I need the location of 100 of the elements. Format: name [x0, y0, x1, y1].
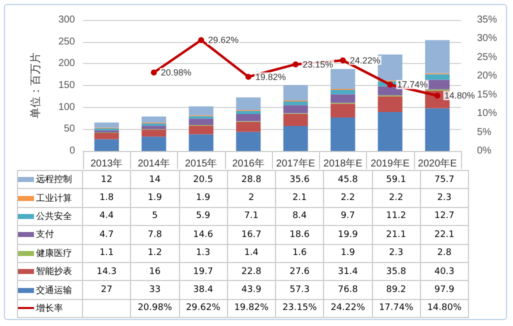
data-label: 2.2	[372, 188, 420, 208]
y2-tick-label: 25%	[477, 52, 498, 63]
x-tick-label: 2017年E	[276, 158, 316, 170]
y-tick-label: 250	[58, 36, 76, 48]
data-label: 1.2	[130, 244, 179, 262]
x-tick-label: 2016年	[232, 158, 264, 170]
text: 14.80%	[444, 90, 475, 101]
data-label: 16	[130, 262, 179, 281]
y-tick-label: 200	[58, 58, 76, 70]
data-label: 1.8	[82, 188, 131, 208]
data-label: 89.2	[372, 280, 420, 300]
data-label: 27	[82, 280, 131, 300]
x-tick-label: 2013年	[90, 158, 123, 170]
data-label: 14	[130, 170, 179, 189]
data-label: 59.1	[372, 170, 420, 189]
data-label: 76.8	[324, 280, 372, 300]
y-axis-title: 单位：百万片	[29, 52, 42, 118]
data-label: 19.7	[179, 262, 228, 281]
data-label: 2	[227, 188, 276, 208]
data-label: 2.8	[420, 244, 468, 262]
data-label: 28.8	[227, 170, 276, 189]
data-label: 27.6	[276, 262, 324, 281]
text: 17.74%	[397, 80, 428, 90]
y2-tick-label: 30%	[477, 33, 498, 44]
data-label: 14.80%	[420, 299, 468, 318]
data-label: 4.4	[82, 207, 131, 226]
data-label: 4.7	[82, 226, 131, 244]
data-label: 38.4	[179, 280, 228, 300]
data-label: 5.9	[179, 207, 228, 226]
data-label: 2.2	[324, 188, 372, 208]
data-label: 97.9	[420, 280, 468, 300]
data-label: 18.6	[276, 226, 324, 244]
data-label: 57.3	[276, 280, 324, 300]
text: 19.82%	[255, 72, 286, 82]
data-label: 12	[82, 170, 131, 189]
data-label: 12.7	[420, 207, 468, 226]
data-label: 19.82%	[227, 299, 276, 318]
data-label: 1.9	[130, 188, 179, 208]
data-label: 17.74%	[372, 299, 420, 318]
text: 20.98%	[160, 67, 192, 78]
y2-tick-label: 5%	[477, 126, 492, 138]
text: 24.22%	[350, 55, 380, 66]
data-label: 35.6	[276, 170, 324, 189]
x-tick-label: 2020年E	[418, 158, 458, 170]
data-label: 16.7	[227, 226, 276, 244]
data-label: 43.9	[227, 280, 276, 300]
legend-label: 远程控制	[18, 170, 82, 189]
y-tick-label: 50	[64, 124, 76, 135]
data-label: 1.4	[227, 244, 276, 262]
data-label: 22.1	[420, 226, 468, 244]
y-tick-label: 300	[58, 14, 76, 26]
x-tick-label: 2018年E	[323, 158, 363, 170]
data-label: 2.3	[420, 188, 468, 208]
data-label: 14.6	[179, 226, 228, 244]
legend-label: 健康医疗	[18, 244, 82, 262]
y-tick-label: 100	[58, 102, 76, 113]
data-label: 7.8	[130, 226, 179, 244]
data-label: 1.9	[179, 188, 228, 208]
data-label: 75.7	[420, 170, 468, 189]
legend-label: 工业计算	[18, 188, 82, 208]
data-label: 31.4	[324, 262, 372, 281]
y2-tick-label: 35%	[477, 14, 498, 26]
data-label: 14.3	[82, 262, 131, 281]
data-label: 1.3	[179, 244, 228, 262]
legend-label: 交通运输	[18, 280, 82, 300]
data-label: 24.22%	[324, 299, 372, 318]
x-tick-label: 2014年	[138, 158, 170, 170]
data-label: 40.3	[420, 262, 468, 281]
data-label: 20.98%	[130, 299, 179, 318]
data-label: 2.1	[276, 188, 324, 208]
data-label: 7.1	[227, 207, 276, 226]
x-tick-label: 2019年E	[370, 158, 410, 170]
data-label: 9.7	[324, 207, 372, 226]
text: 23.15%	[302, 59, 334, 70]
data-label: 1.9	[324, 244, 372, 262]
y-tick-label: 150	[58, 80, 76, 91]
data-label: 2.3	[372, 244, 420, 262]
data-label: 20.5	[179, 170, 228, 189]
y2-tick-label: 15%	[477, 89, 498, 100]
legend-label: 增长率	[18, 299, 82, 318]
data-label: 5	[130, 207, 179, 226]
text: 29.62%	[208, 35, 239, 46]
legend-label: 智能抄表	[18, 262, 82, 281]
data-label: 23.15%	[276, 299, 324, 318]
data-label: 8.4	[276, 207, 324, 226]
data-label: 45.8	[324, 170, 372, 189]
data-label: 1.6	[276, 244, 324, 262]
data-label: 21.1	[372, 226, 420, 244]
y2-tick-label: 0%	[477, 146, 492, 156]
legend-label: 公共安全	[18, 207, 82, 226]
data-label: 11.2	[372, 207, 420, 226]
data-label: 33	[130, 280, 179, 300]
y-tick-label: 0	[69, 146, 76, 156]
legend-label: 支付	[18, 226, 82, 244]
y2-tick-label: 10%	[477, 108, 498, 120]
data-label: 22.8	[227, 262, 276, 281]
x-tick-label: 2015年	[185, 158, 218, 170]
data-label: 29.62%	[179, 299, 228, 318]
y2-tick-label: 20%	[477, 70, 498, 82]
data-label: 1.1	[82, 244, 131, 262]
